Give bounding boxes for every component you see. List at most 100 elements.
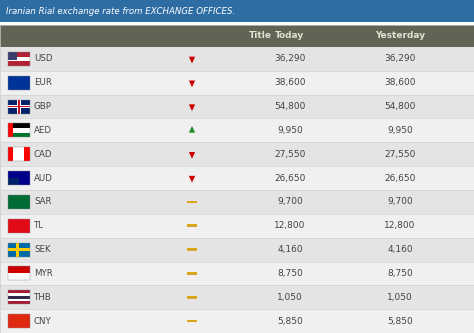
- Bar: [8, 293, 30, 296]
- Bar: [8, 301, 30, 304]
- Bar: [8, 133, 30, 138]
- Bar: [25, 147, 30, 161]
- Bar: [8, 52, 17, 60]
- Text: 9,700: 9,700: [277, 197, 303, 206]
- Bar: [8, 296, 30, 299]
- Bar: [8, 266, 30, 280]
- Bar: [0, 238, 474, 261]
- Bar: [8, 147, 13, 161]
- Bar: [8, 219, 30, 233]
- Bar: [8, 242, 30, 257]
- Text: 26,650: 26,650: [384, 173, 416, 182]
- Text: 12,800: 12,800: [384, 221, 416, 230]
- Bar: [8, 178, 19, 185]
- Text: Title: Title: [248, 32, 272, 41]
- Text: USD: USD: [34, 54, 53, 63]
- Polygon shape: [189, 57, 195, 63]
- Bar: [8, 124, 30, 138]
- Bar: [8, 248, 30, 251]
- Text: CAD: CAD: [34, 150, 53, 159]
- Bar: [8, 128, 30, 133]
- Bar: [0, 261, 474, 285]
- Bar: [8, 219, 30, 233]
- Bar: [0, 119, 474, 142]
- Bar: [8, 314, 30, 328]
- Text: 8,750: 8,750: [277, 269, 303, 278]
- Text: TL: TL: [34, 221, 44, 230]
- Bar: [0, 214, 474, 238]
- Bar: [0, 0, 474, 22]
- Bar: [8, 195, 30, 209]
- Bar: [16, 242, 19, 257]
- Text: 5,850: 5,850: [277, 317, 303, 326]
- Bar: [0, 142, 474, 166]
- Text: 38,600: 38,600: [384, 78, 416, 87]
- Text: 1,050: 1,050: [277, 293, 303, 302]
- Bar: [8, 124, 13, 138]
- Bar: [8, 290, 30, 304]
- Bar: [0, 22, 474, 25]
- Text: 1,050: 1,050: [387, 293, 413, 302]
- Bar: [0, 166, 474, 190]
- Text: AUD: AUD: [34, 173, 53, 182]
- Bar: [8, 171, 30, 185]
- Bar: [0, 25, 474, 47]
- Text: 9,700: 9,700: [387, 197, 413, 206]
- Bar: [8, 266, 30, 280]
- Bar: [0, 47, 474, 71]
- Bar: [0, 71, 474, 95]
- Text: 36,290: 36,290: [384, 54, 416, 63]
- Bar: [8, 299, 30, 301]
- Bar: [8, 273, 30, 280]
- Bar: [8, 100, 30, 114]
- Bar: [8, 52, 30, 66]
- Text: AED: AED: [34, 126, 52, 135]
- Bar: [8, 314, 30, 328]
- Bar: [8, 147, 30, 161]
- Bar: [8, 171, 30, 185]
- Bar: [8, 147, 30, 161]
- Text: 54,800: 54,800: [274, 102, 306, 111]
- Text: 9,950: 9,950: [277, 126, 303, 135]
- Text: 9,950: 9,950: [387, 126, 413, 135]
- Bar: [8, 195, 30, 209]
- Bar: [187, 248, 197, 251]
- Bar: [187, 272, 197, 275]
- Text: CNY: CNY: [34, 317, 52, 326]
- Bar: [8, 106, 30, 108]
- Polygon shape: [189, 81, 195, 87]
- Text: Today: Today: [275, 32, 305, 41]
- Bar: [8, 76, 30, 90]
- Bar: [0, 285, 474, 309]
- Bar: [8, 242, 30, 257]
- Bar: [8, 57, 30, 61]
- Text: SAR: SAR: [34, 197, 52, 206]
- Text: 4,160: 4,160: [277, 245, 303, 254]
- Text: MYR: MYR: [34, 269, 53, 278]
- Bar: [8, 76, 30, 90]
- Text: SEK: SEK: [34, 245, 51, 254]
- Bar: [8, 52, 30, 66]
- Bar: [8, 124, 30, 128]
- Text: 4,160: 4,160: [387, 245, 413, 254]
- Bar: [8, 290, 30, 293]
- Text: 12,800: 12,800: [274, 221, 306, 230]
- Polygon shape: [189, 176, 195, 182]
- Text: 54,800: 54,800: [384, 102, 416, 111]
- Bar: [187, 201, 197, 203]
- Bar: [187, 296, 197, 298]
- Text: 36,290: 36,290: [274, 54, 306, 63]
- Text: 27,550: 27,550: [274, 150, 306, 159]
- Text: Iranian Rial exchange rate from EXCHANGE OFFICES.: Iranian Rial exchange rate from EXCHANGE…: [6, 7, 235, 16]
- Bar: [8, 106, 30, 107]
- Text: 8,750: 8,750: [387, 269, 413, 278]
- Polygon shape: [189, 126, 195, 133]
- Text: 38,600: 38,600: [274, 78, 306, 87]
- Text: THB: THB: [34, 293, 52, 302]
- Bar: [18, 100, 20, 114]
- Bar: [17, 100, 21, 114]
- Bar: [8, 100, 30, 114]
- Text: GBP: GBP: [34, 102, 52, 111]
- Text: EUR: EUR: [34, 78, 52, 87]
- Bar: [187, 224, 197, 227]
